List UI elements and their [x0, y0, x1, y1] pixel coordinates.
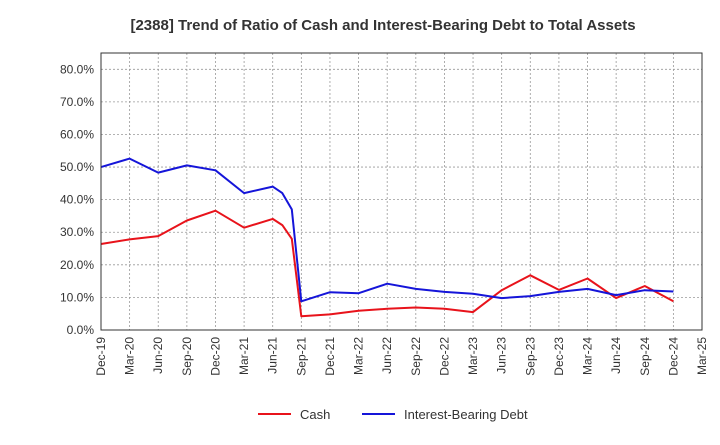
x-tick-label: Mar-24	[581, 337, 595, 375]
y-tick-label: 20.0%	[60, 258, 94, 272]
x-tick-label: Jun-24	[609, 337, 623, 374]
x-tick-label: Sep-23	[523, 337, 537, 376]
series-line-interest-bearing-debt	[100, 157, 674, 303]
x-tick-label: Dec-20	[208, 337, 222, 376]
x-tick-label: Dec-23	[552, 337, 566, 376]
x-tick-label: Sep-20	[180, 337, 194, 376]
chart-title: [2388] Trend of Ratio of Cash and Intere…	[130, 17, 635, 34]
plot-frame	[100, 52, 703, 331]
x-tick-label: Jun-20	[151, 337, 165, 374]
y-tick-label: 60.0%	[60, 127, 94, 141]
y-tick-label: 50.0%	[60, 160, 94, 174]
x-tick-label: Mar-20	[123, 337, 137, 375]
y-tick-label: 10.0%	[60, 290, 94, 304]
grid	[101, 53, 702, 330]
x-tick-label: Jun-23	[495, 337, 509, 374]
y-tick-label: 0.0%	[67, 323, 95, 337]
x-tick-label: Mar-23	[466, 337, 480, 375]
x-tick-labels: Dec-19 Mar-20 Jun-20 Sep-20 Dec-20 Mar-21 Jun-…	[94, 337, 709, 376]
x-tick-label: Dec-22	[437, 337, 451, 376]
y-tick-label: 70.0%	[60, 95, 94, 109]
x-tick-label: Sep-22	[409, 337, 423, 376]
legend-label: Interest-Bearing Debt	[404, 407, 528, 422]
x-tick-label: Mar-22	[352, 337, 366, 375]
x-tick-label: Dec-19	[94, 337, 108, 376]
x-tick-label: Sep-24	[638, 337, 652, 376]
x-tick-label: Jun-21	[266, 337, 280, 374]
legend-label: Cash	[300, 407, 330, 422]
x-tick-label: Jun-22	[380, 337, 394, 374]
y-tick-label: 80.0%	[60, 62, 94, 76]
x-tick-label: Mar-21	[237, 337, 251, 375]
y-tick-label: 40.0%	[60, 193, 94, 207]
series-lines	[100, 157, 674, 318]
y-tick-label: 30.0%	[60, 225, 94, 239]
legend: Cash Interest-Bearing Debt	[258, 407, 528, 422]
x-tick-label: Sep-21	[294, 337, 308, 376]
y-tick-labels: 0.0% 10.0% 20.0% 30.0% 40.0% 50.0% 60.0% 70.0% 8…	[60, 62, 94, 337]
series-line-cash	[100, 209, 674, 318]
x-tick-label: Mar-25	[695, 337, 709, 375]
x-tick-label: Dec-21	[323, 337, 337, 376]
x-tick-label: Dec-24	[666, 337, 680, 376]
